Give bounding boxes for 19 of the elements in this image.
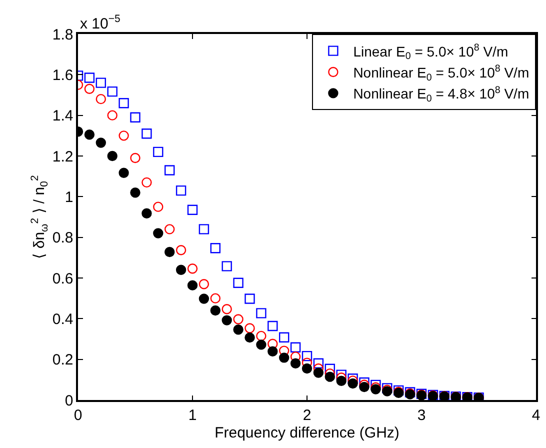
y-tick-label: 1.6 [52, 66, 74, 84]
y-tick-label: 1.8 [52, 26, 74, 44]
y-tick-label: 0.6 [52, 270, 74, 288]
y-tick-label: 0.4 [52, 310, 74, 328]
y-tick-label: 1.4 [52, 108, 74, 125]
legend-label: Nonlinear E$_{0}$ = 4.8× 10$^{8}$ V/m [353, 84, 530, 105]
legend-label: Linear E$_{0}$ = 5.0× 10$^{8}$ V/m [353, 42, 508, 62]
y-tick-label: 0.8 [52, 230, 74, 247]
x-tick-label: 2 [302, 406, 312, 424]
y-tick-label: 1 [64, 188, 74, 206]
x-axis-title: Frequency difference (GHz) [214, 424, 400, 442]
x-tick-label: 4 [532, 406, 540, 424]
x-tick-label: 1 [188, 406, 197, 424]
y-tick-label: 0 [64, 392, 74, 410]
legend-label: Nonlinear E$_{0}$ = 5.0× 10$^{8}$ V/m [353, 64, 530, 84]
x-tick-label: 3 [417, 406, 426, 424]
y-tick-label: 0.2 [52, 352, 74, 369]
y-tick-label: 1.2 [52, 148, 74, 166]
text: x 10$^{−5}$ [80, 13, 120, 32]
